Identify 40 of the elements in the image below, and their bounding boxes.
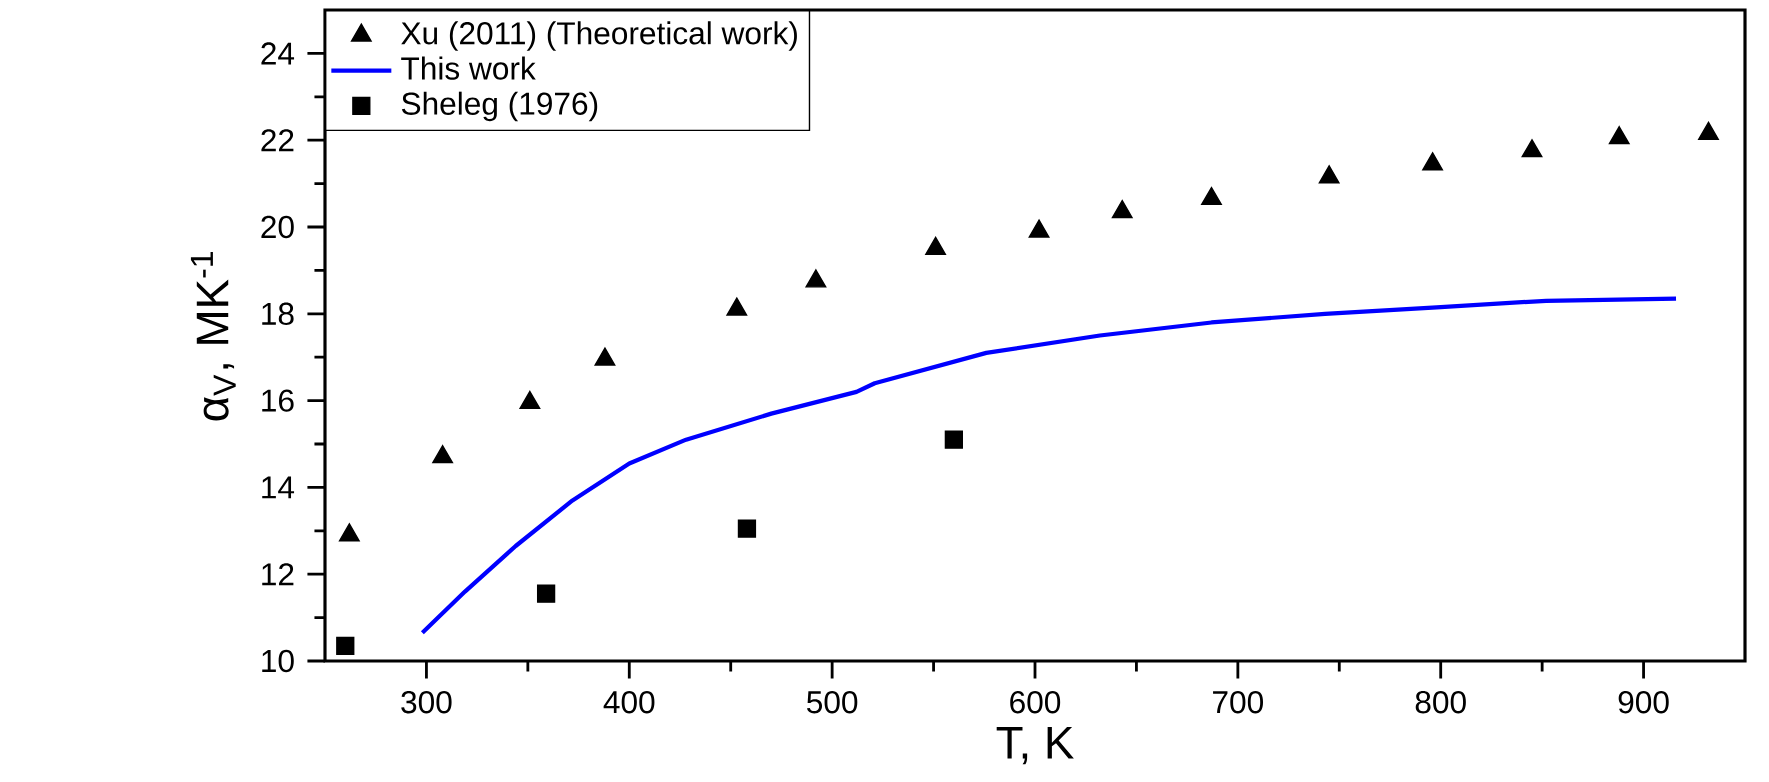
- point: [1318, 165, 1340, 184]
- x-tick-label: 600: [1010, 690, 1061, 714]
- point: [1521, 139, 1543, 158]
- point: [925, 236, 947, 256]
- x-tick-label: 800: [1415, 690, 1466, 714]
- y-tick-label: 12: [262, 563, 294, 586]
- point: [1698, 121, 1719, 141]
- y-tick-label: 24: [261, 42, 295, 65]
- legend-label: This work: [401, 56, 536, 80]
- line-series: [420, 296, 1679, 635]
- point: [432, 445, 454, 464]
- y-tick-label: 20: [261, 215, 294, 239]
- point: [338, 523, 360, 542]
- y-tick-label: 18: [262, 302, 294, 326]
- point: [1111, 199, 1133, 219]
- x-tick-label: 400: [603, 690, 655, 714]
- point: [519, 390, 541, 410]
- legend-label: Xu (2011) (Theoretical work): [401, 21, 797, 51]
- x-tick-label: 900: [1618, 690, 1669, 714]
- point: [336, 636, 355, 655]
- point: [944, 430, 964, 449]
- y-axis-title: α$_{V}$, MK$^{-1}$: [190, 252, 236, 421]
- point: [805, 269, 827, 288]
- y-tick-label: 16: [262, 389, 294, 412]
- point: [1422, 152, 1444, 171]
- x-tick-label: 300: [401, 690, 452, 714]
- legend-label: Sheleg (1976): [401, 91, 598, 122]
- point: [1201, 186, 1222, 206]
- x-tick-label: 500: [807, 690, 858, 714]
- point: [726, 297, 748, 316]
- x-axis-title: T, K: [996, 726, 1074, 765]
- point: [737, 519, 757, 538]
- point: [1608, 126, 1630, 145]
- y-tick-label: 22: [261, 129, 294, 152]
- point: [1028, 219, 1050, 238]
- y-tick-label: 10: [262, 649, 294, 673]
- y-tick-label: 14: [262, 476, 295, 499]
- point: [536, 584, 556, 603]
- point: [594, 347, 616, 366]
- x-tick-label: 700: [1213, 690, 1264, 714]
